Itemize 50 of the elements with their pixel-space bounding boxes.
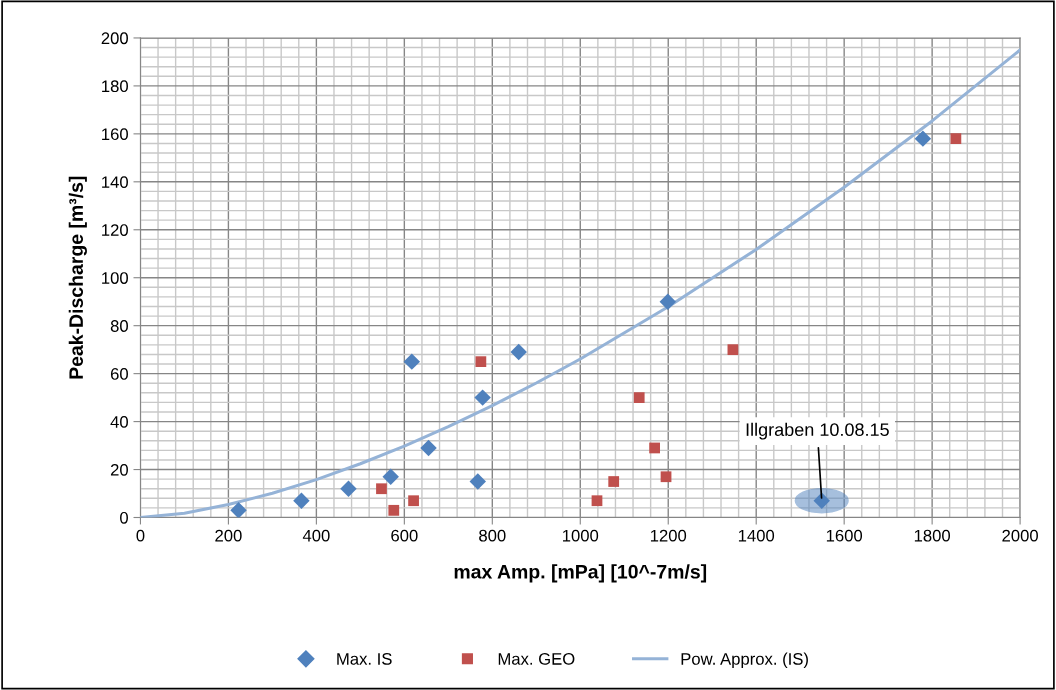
x-tick-label: 400: [302, 529, 330, 542]
point: [659, 293, 677, 310]
x-axis-title: max Amp. [mPa] [10^-7m/s]: [454, 564, 707, 583]
point: [420, 439, 437, 457]
x-tick-label: 1400: [738, 529, 775, 542]
point: [403, 353, 421, 370]
x-tick-label: 1800: [914, 529, 951, 542]
point: [469, 473, 487, 490]
legend-label: Max. GEO: [498, 653, 575, 665]
point: [382, 468, 399, 485]
point: [950, 133, 962, 145]
y-axis-title: Peak-Discharge [m³/s]: [68, 176, 87, 379]
y-tick-label: 0: [120, 511, 128, 524]
x-tick-label: 600: [391, 529, 418, 542]
point: [230, 502, 247, 518]
y-tick-label: 60: [110, 368, 128, 380]
point: [510, 343, 527, 361]
x-tick-label: 1200: [650, 529, 687, 542]
x-tick-label: 1600: [826, 529, 863, 542]
y-tick-label: 100: [102, 272, 128, 284]
point: [591, 495, 603, 507]
point: [914, 130, 932, 147]
point: [727, 344, 739, 356]
point: [608, 476, 620, 487]
point: [340, 480, 357, 497]
point: [649, 442, 660, 454]
legend-label: Pow. Approx. (IS): [681, 652, 808, 669]
point: [408, 495, 419, 507]
x-tick-label: 2000: [1002, 529, 1038, 542]
point: [660, 471, 672, 483]
y-tick-label: 140: [102, 176, 128, 189]
y-tick-label: 20: [110, 463, 128, 476]
y-tick-label: 120: [102, 224, 128, 236]
x-tick-label: 1000: [563, 529, 599, 542]
x-tick-label: 0: [136, 529, 145, 542]
point: [475, 356, 487, 368]
y-tick-label: 180: [102, 80, 128, 93]
point: [388, 504, 400, 516]
annotation: Illgraben 10.08.15: [746, 422, 889, 440]
y-tick-label: 40: [110, 415, 128, 428]
point: [293, 492, 310, 509]
y-tick-label: 200: [101, 32, 128, 45]
x-tick-label: 200: [215, 529, 242, 542]
legend-label: Max. IS: [337, 653, 392, 665]
y-tick-label: 160: [102, 128, 128, 141]
point: [474, 389, 491, 406]
x-tick-label: 800: [479, 529, 506, 542]
y-tick-label: 80: [110, 320, 128, 332]
point: [376, 483, 387, 495]
point: [633, 392, 645, 403]
